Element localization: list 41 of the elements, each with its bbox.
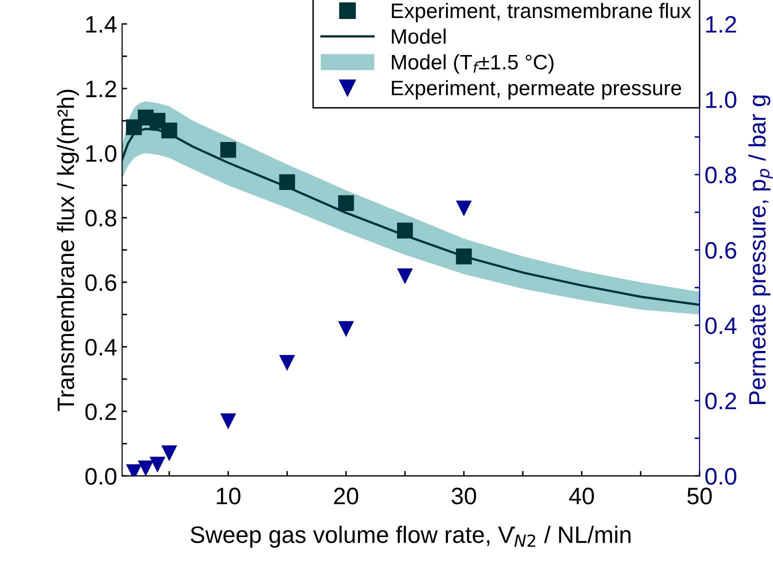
y-tick-label: 0.4 [85,338,117,356]
y2-tick-label: 0.0 [705,468,736,485]
x-tick-label: 20 [334,488,358,504]
legend-label: Experiment, transmembrane flux [392,2,692,22]
y-axis-title: Transmembrane flux / kg/(m²h) [56,90,79,411]
point [397,268,413,284]
legend-label: Experiment, permeate pressure [392,80,682,100]
point [150,456,166,473]
x-axis-title: Sweep gas volume flow rate, V̇$_{N2}$ / NL/min [190,526,630,548]
y-tick-label: 0.2 [85,403,116,420]
point [397,222,413,238]
x-tick-label: 50 [687,488,712,504]
y-tick-label: 0.0 [85,468,116,485]
y2-tick-label: 1.2 [706,16,736,32]
y2-tick-label: 0.4 [705,317,737,334]
y-tick-label: 1.2 [86,80,116,98]
y2-tick-label: 0.2 [705,392,736,410]
y-tick-label: 0.8 [85,210,116,226]
y-tick-label: 0.6 [85,274,116,292]
point [161,445,178,462]
legend-label: Model (T$_{f}$±1.5 °C) [392,54,554,74]
point [279,355,296,371]
y-tick-label: 1.4 [86,16,117,32]
x-tick-label: 10 [216,488,240,504]
y-tick-label: 1.0 [86,145,116,162]
point [138,460,154,476]
point [161,122,178,138]
y2-tick-label: 1.0 [706,91,736,108]
point [456,200,472,216]
x-tick-label: 40 [569,488,594,504]
y2-tick-label: 0.6 [705,242,736,259]
point [220,413,236,430]
point [279,174,296,190]
y2-tick-label: 0.8 [705,166,736,184]
point [220,142,236,158]
point [338,321,354,337]
legend-label: Model [392,28,446,44]
point [338,195,354,212]
point [456,248,472,264]
x-tick-label: 30 [452,488,476,504]
y2-axis-title: Permeate pressure, p$_{p}$ / bar g [748,96,773,404]
